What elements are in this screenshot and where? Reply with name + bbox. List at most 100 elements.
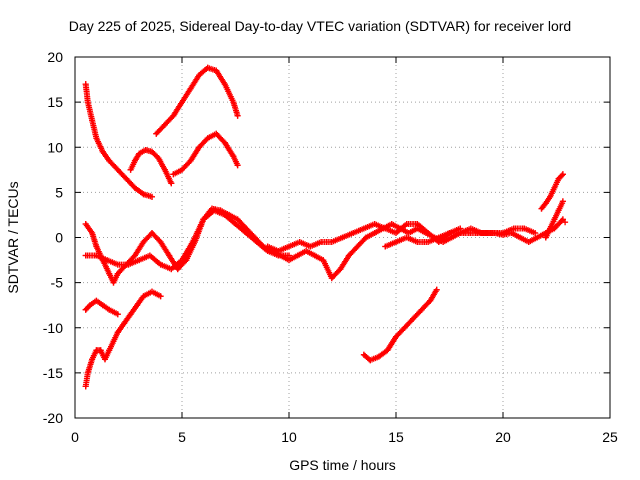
series-arc-10 [382,225,539,250]
y-tick-label: -15 [43,365,63,381]
series-trace [360,286,440,364]
data-point [196,72,203,79]
data-point [410,315,417,322]
data-point [106,157,113,164]
data-point [131,252,138,259]
data-point [89,117,96,124]
data-point [328,275,335,282]
data-point [234,162,241,169]
data-point [102,356,108,363]
data-point [131,157,138,164]
data-point [82,252,89,259]
data-point [350,230,357,236]
data-point [82,383,89,390]
chart-title: Day 225 of 2025, Sidereal Day-to-day VTE… [68,18,572,34]
data-point [500,230,506,236]
data-point [339,234,346,241]
series-arc-14 [562,219,569,226]
data-point [174,266,181,273]
data-point [555,175,562,182]
x-tick-label: 25 [602,429,618,445]
data-point [82,221,89,227]
series-trace [82,207,292,273]
data-point [136,150,143,157]
series-arc-9 [264,221,464,254]
data-point [187,85,194,92]
ticks: 0 5 10 15 20 25 -20 -15 -10 -5 0 5 10 15 20 [43,49,618,445]
series-arc-13 [542,198,566,241]
data-point [551,184,558,191]
data-point [114,329,121,336]
data-point [149,230,155,236]
data-point [414,221,421,227]
data-point [213,130,220,137]
data-point [99,148,106,155]
series-trace [127,147,175,187]
data-point [89,230,96,236]
data-point [200,216,207,223]
x-tick-label: 20 [495,429,511,445]
data-point [84,369,91,376]
data-point [303,248,310,254]
data-point [234,216,241,223]
data-point [360,225,367,232]
data-point [131,184,138,191]
data-point [555,207,562,214]
series-trace [82,205,566,286]
data-point [84,99,91,106]
series-arc-7 [82,207,292,273]
data-point [93,297,100,304]
data-point [168,180,175,187]
data-point [371,221,378,227]
data-point [170,112,177,119]
data-point [140,191,147,198]
data-point [106,347,113,354]
data-point [275,248,282,254]
data-point [425,239,432,245]
data-point [559,198,566,205]
data-point [547,193,554,200]
data-point [106,306,113,313]
series-arc-1 [82,81,155,200]
data-point [294,252,301,259]
series-arc-11 [360,286,440,364]
data-point [149,288,155,295]
data-point [388,221,395,227]
y-tick-label: -20 [43,410,63,426]
data-layer [82,64,569,390]
data-point [559,171,566,178]
data-point [127,311,134,318]
data-point [403,234,410,241]
data-point [114,261,121,268]
data-point [286,243,292,250]
series-arc-2 [127,147,175,187]
data-point [187,157,194,164]
data-point [110,338,117,345]
data-point [123,261,130,268]
data-point [114,311,121,318]
data-point [97,347,104,354]
data-point [320,257,327,264]
x-tick-label: 15 [388,429,404,445]
data-point [82,306,89,313]
data-point [277,252,284,259]
data-point [230,153,237,160]
data-point [367,357,374,364]
data-point [221,139,228,146]
data-point [382,225,389,232]
data-point [161,166,168,173]
data-point [93,243,100,250]
data-point [209,205,215,212]
data-point [217,207,224,214]
data-point [213,67,220,74]
data-point [134,302,141,309]
data-point [542,234,549,241]
data-point [191,239,198,245]
data-point [82,81,89,88]
data-point [345,252,352,259]
data-point [311,252,318,259]
data-point [542,200,549,207]
data-point [525,239,532,245]
data-point [414,239,421,245]
x-axis-label: GPS time / hours [289,457,396,473]
